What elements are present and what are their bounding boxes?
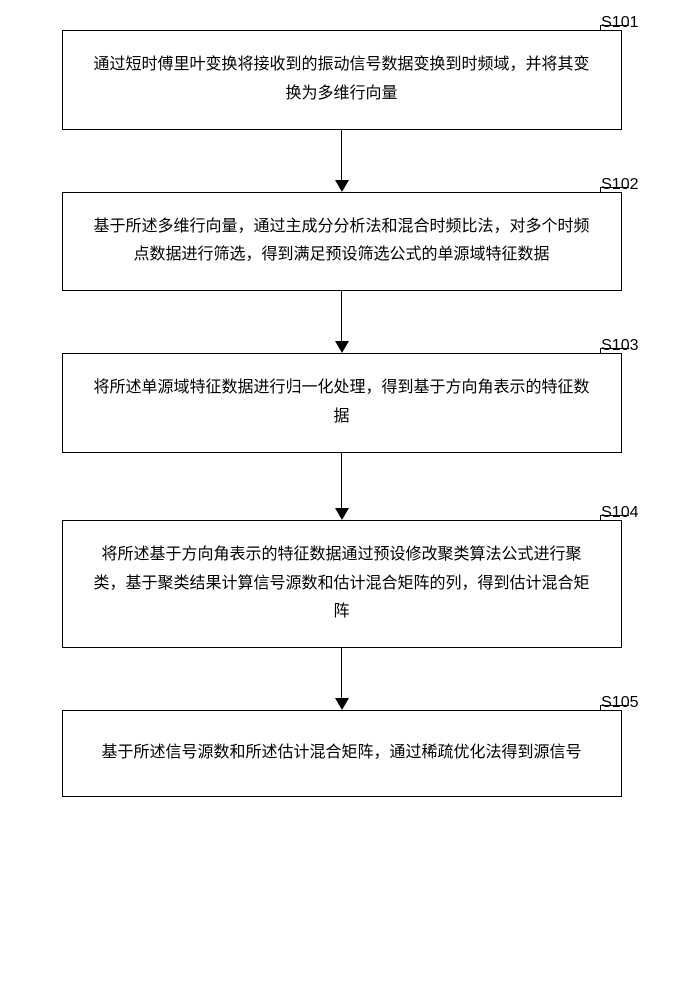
step-s103: S103 将所述单源域特征数据进行归一化处理，得到基于方向角表示的特征数据 [40,353,643,520]
arrow-head-icon [335,508,349,520]
arrow-icon [335,291,349,353]
step-box: S104 将所述基于方向角表示的特征数据通过预设修改聚类算法公式进行聚类，基于聚… [62,520,622,648]
step-text: 基于所述信号源数和所述估计混合矩阵，通过稀疏优化法得到源信号 [101,744,581,761]
step-text: 基于所述多维行向量，通过主成分分析法和混合时频比法，对多个时频点数据进行筛选，得… [93,218,589,264]
step-s105: S105 基于所述信号源数和所述估计混合矩阵，通过稀疏优化法得到源信号 [40,710,643,797]
arrow-head-icon [335,698,349,710]
arrow-icon [335,130,349,192]
step-box: S102 基于所述多维行向量，通过主成分分析法和混合时频比法，对多个时频点数据进… [62,192,622,292]
arrow-head-icon [335,180,349,192]
step-label: S103 [601,332,638,361]
step-box: S105 基于所述信号源数和所述估计混合矩阵，通过稀疏优化法得到源信号 [62,710,622,797]
step-box: S103 将所述单源域特征数据进行归一化处理，得到基于方向角表示的特征数据 [62,353,622,453]
flowchart-container: S101 通过短时傅里叶变换将接收到的振动信号数据变换到时频域，并将其变换为多维… [40,30,643,797]
step-text: 将所述基于方向角表示的特征数据通过预设修改聚类算法公式进行聚类，基于聚类结果计算… [93,546,589,621]
step-label: S105 [601,689,638,718]
step-box: S101 通过短时傅里叶变换将接收到的振动信号数据变换到时频域，并将其变换为多维… [62,30,622,130]
step-text: 通过短时傅里叶变换将接收到的振动信号数据变换到时频域，并将其变换为多维行向量 [93,56,589,102]
arrow-icon [335,648,349,710]
step-text: 将所述单源域特征数据进行归一化处理，得到基于方向角表示的特征数据 [93,379,589,425]
arrow-line [341,453,343,508]
arrow-icon [335,453,349,520]
step-s102: S102 基于所述多维行向量，通过主成分分析法和混合时频比法，对多个时频点数据进… [40,192,643,354]
arrow-line [341,291,343,341]
step-label: S104 [601,499,638,528]
step-label: S102 [601,171,638,200]
arrow-head-icon [335,341,349,353]
arrow-line [341,130,343,180]
arrow-line [341,648,343,698]
step-s104: S104 将所述基于方向角表示的特征数据通过预设修改聚类算法公式进行聚类，基于聚… [40,520,643,710]
step-s101: S101 通过短时傅里叶变换将接收到的振动信号数据变换到时频域，并将其变换为多维… [40,30,643,192]
step-label: S101 [601,9,638,38]
